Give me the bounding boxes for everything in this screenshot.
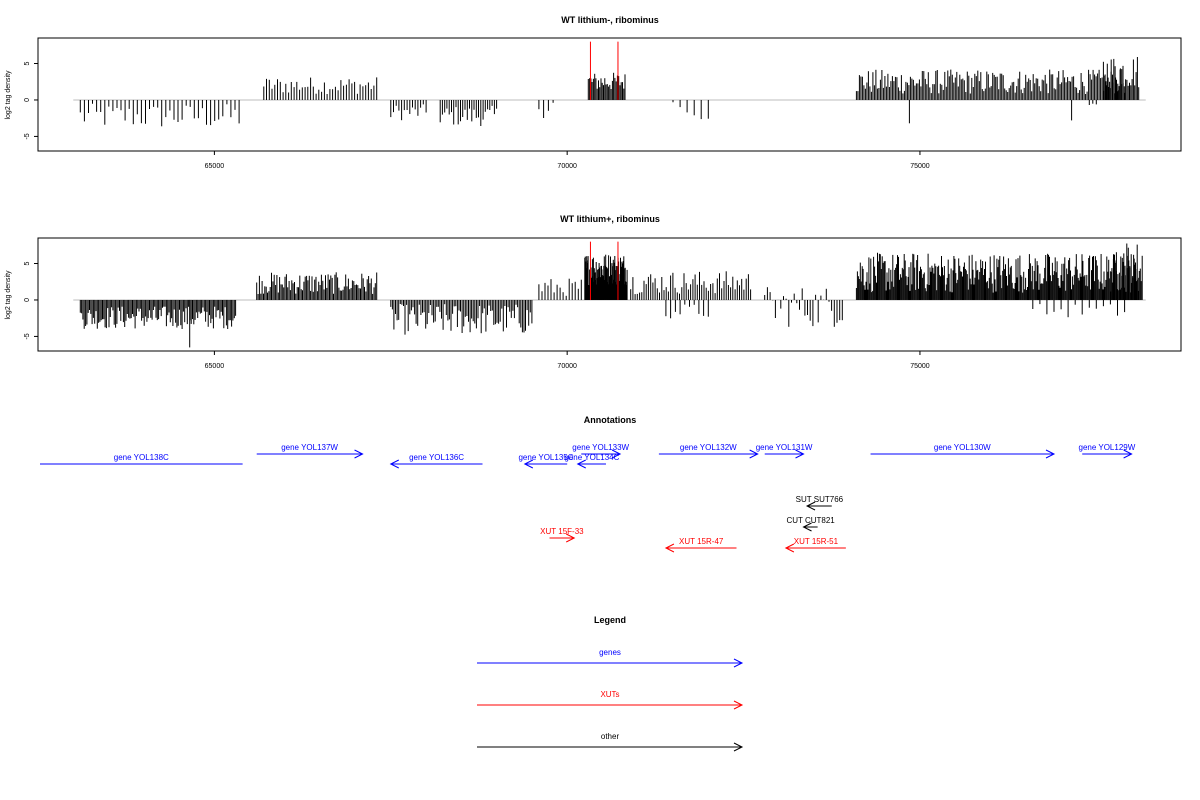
x-tick-label: 75000 <box>910 163 930 170</box>
y-tick-label: 5 <box>24 61 31 65</box>
arrowhead-right <box>354 449 364 459</box>
legend-label: other <box>601 732 620 741</box>
arrowhead-right <box>733 700 744 710</box>
feature-label: gene YOL129W <box>1079 443 1136 452</box>
arrowhead-right <box>749 449 759 459</box>
track-panel-lithium-plus: WT lithium+, ribominus log2 tag density … <box>5 214 1182 370</box>
x-tick-label: 70000 <box>557 163 577 170</box>
feature-label: gene YOL131W <box>756 443 813 452</box>
x-tick-label: 75000 <box>910 363 930 370</box>
feature-label: XUT 15R-51 <box>794 537 839 546</box>
feature-gene: gene YOL130W <box>870 443 1056 459</box>
feature-xut: XUT 15R-51 <box>784 537 846 553</box>
track-panel-lithium-minus: WT lithium-, ribominus log2 tag density … <box>5 15 1182 170</box>
arrowhead-left <box>664 543 675 553</box>
arrowhead-right <box>733 658 744 668</box>
feature-list: gene YOL138C gene YOL137W gene YOL136C gene… <box>40 443 1136 553</box>
arrowhead-left <box>802 522 812 532</box>
feature-label: gene YOL130W <box>934 443 991 452</box>
arrowhead-right <box>1123 449 1133 459</box>
plot-frame <box>37 237 1182 352</box>
y-tick-label: 0 <box>24 298 31 302</box>
feature-label: gene YOL133W <box>572 443 629 452</box>
y-tick-label: 5 <box>24 261 31 265</box>
y-axis-label: log2 tag density <box>5 270 12 320</box>
x-tick-label: 65000 <box>205 363 225 370</box>
annotations-title: Annotations <box>584 415 637 425</box>
legend: Legend genes XUTs other <box>477 615 744 752</box>
feature-label: SUT SUT766 <box>796 495 844 504</box>
legend-item: other <box>477 732 744 752</box>
feature-gene: gene YOL132W <box>658 443 759 459</box>
feature-label: XUT 15F-33 <box>540 527 584 536</box>
legend-label: genes <box>599 648 621 657</box>
plot-frame <box>37 37 1182 152</box>
feature-label: gene YOL132W <box>680 443 737 452</box>
axes: 65000 70000 75000 -5 0 5 <box>24 61 930 170</box>
feature-gene: gene YOL137W <box>256 443 364 459</box>
feature-xut: XUT 15R-47 <box>664 537 737 553</box>
arrowhead-left <box>389 459 400 469</box>
y-tick-label: -5 <box>24 133 31 139</box>
arrowhead-left <box>523 459 534 469</box>
feature-label: gene YOL136C <box>409 453 464 462</box>
legend-item: genes <box>477 648 744 668</box>
arrowhead-right <box>1045 449 1056 459</box>
feature-gene: gene YOL135C <box>518 453 574 469</box>
x-tick-label: 70000 <box>557 363 577 370</box>
y-tick-label: -5 <box>24 333 31 339</box>
arrowhead-right <box>565 533 576 543</box>
legend-item: XUTs <box>477 690 744 710</box>
density-bars <box>73 241 1146 348</box>
arrowhead-left <box>576 459 586 469</box>
y-tick-label: 0 <box>24 98 31 102</box>
feature-gene: gene YOL133W <box>572 443 630 459</box>
feature-gene: gene YOL134C <box>564 453 620 469</box>
y-axis-label: log2 tag density <box>5 70 12 120</box>
panel-title: WT lithium+, ribominus <box>560 214 660 224</box>
legend-label: XUTs <box>600 690 619 699</box>
arrowhead-right <box>611 449 622 459</box>
feature-gene: gene YOL129W <box>1079 443 1136 459</box>
feature-gene: gene YOL136C <box>389 453 483 469</box>
arrowhead-right <box>795 449 805 459</box>
feature-label: XUT 15R-47 <box>679 537 724 546</box>
panel-title: WT lithium-, ribominus <box>561 15 659 25</box>
feature-other: SUT SUT766 <box>796 495 844 511</box>
feature-other: CUT CUT821 <box>786 516 835 532</box>
legend-title: Legend <box>594 615 626 625</box>
feature-xut: XUT 15F-33 <box>540 527 584 543</box>
x-tick-label: 65000 <box>205 163 225 170</box>
feature-label: gene YOL134C <box>564 453 619 462</box>
feature-label: gene YOL137W <box>281 443 338 452</box>
feature-gene: gene YOL131W <box>756 443 813 459</box>
feature-label: gene YOL135C <box>518 453 573 462</box>
arrowhead-left <box>805 501 816 511</box>
arrowhead-right <box>733 742 744 752</box>
arrowhead-left <box>784 543 795 553</box>
legend-items: genes XUTs other <box>477 648 744 752</box>
density-bars <box>73 41 1146 127</box>
feature-label: gene YOL138C <box>114 453 169 462</box>
feature-label: CUT CUT821 <box>786 516 835 525</box>
feature-gene: gene YOL138C <box>40 453 243 465</box>
axes: 65000 70000 75000 -5 0 5 <box>24 261 930 370</box>
